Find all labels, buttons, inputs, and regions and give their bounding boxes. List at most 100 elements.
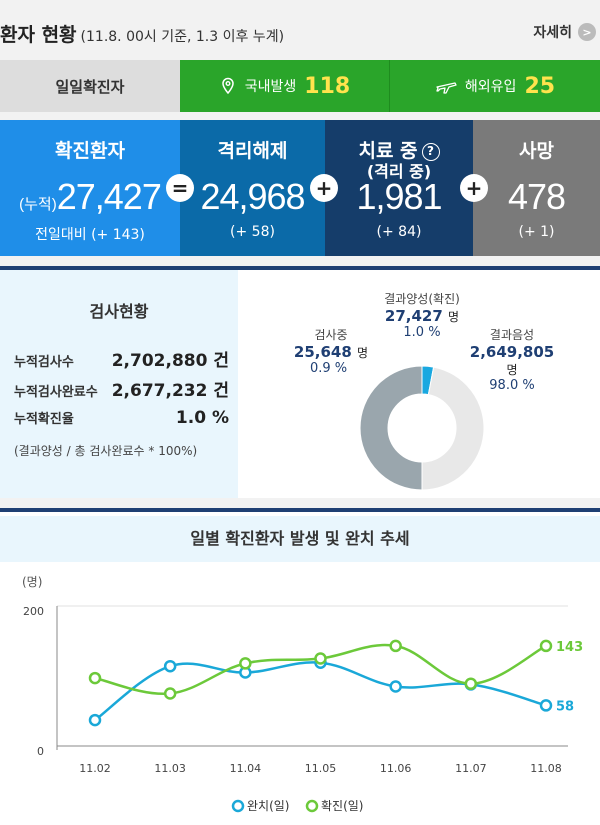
x-tick-label: 11.08: [530, 762, 562, 775]
treating-value: 1,981: [356, 176, 442, 217]
treating-subtitle: (격리 중): [366, 162, 432, 181]
in-testing-count: 25,648: [293, 343, 352, 361]
positive-label-group: 결과양성(확진) 27,427 명 1.0 %: [362, 290, 482, 340]
status-summary: 확진환자 (누적)27,427 전일대비 (+ 143) 격리해제 24,968…: [0, 120, 600, 256]
negative-unit: 명: [506, 363, 518, 377]
positive-pct: 1.0 %: [403, 325, 441, 340]
released-value: 24,968: [200, 176, 305, 217]
data-point: [314, 652, 327, 665]
positive-count: 27,427: [384, 307, 443, 325]
data-point: [389, 639, 402, 653]
equals-operator: =: [166, 174, 194, 202]
x-tick-label: 11.06: [380, 762, 412, 775]
in-testing-label: 검사중: [314, 328, 348, 342]
in-testing-pct: 0.9 %: [310, 361, 348, 376]
plus-operator-1: +: [310, 174, 338, 202]
page-subtitle: (11.8. 00시 기준, 1.3 이후 누계): [80, 29, 285, 45]
data-point: [464, 677, 478, 690]
data-point: [539, 639, 553, 653]
treating-title: 치료 중?: [325, 136, 473, 163]
released-change: (+ 58): [230, 224, 275, 240]
data-point: [88, 671, 102, 685]
deaths-title: 사망: [519, 140, 554, 162]
negative-label: 결과음성: [489, 328, 535, 342]
airplane-icon: [436, 82, 457, 94]
treating-title-text: 치료 중: [358, 140, 418, 162]
overseas-label: 해외유입: [464, 79, 517, 95]
completed-tests-value: 2,677,232 건: [111, 381, 229, 401]
confirmed-prefix: (누적): [19, 196, 57, 213]
negative-pct: 98.0 %: [489, 378, 535, 393]
deaths-change: (+ 1): [518, 224, 555, 240]
data-label: 143: [556, 640, 583, 655]
overseas-cell: 해외유입 25: [390, 60, 600, 112]
treating-change: (+ 84): [376, 224, 422, 240]
more-button[interactable]: 자세히 >: [533, 22, 596, 42]
total-tests-label: 누적검사수: [14, 355, 74, 370]
data-point: [163, 687, 177, 700]
help-icon[interactable]: ?: [421, 143, 440, 161]
chevron-right-icon: >: [578, 23, 596, 41]
donut-slice-negative: [421, 366, 485, 491]
positive-rate-label: 누적확진율: [14, 412, 74, 427]
x-tick-label: 11.05: [305, 762, 337, 775]
positive-unit: 명: [448, 310, 460, 324]
domestic-label: 국내발생: [244, 79, 297, 95]
confirmed-box: 확진환자 (누적)27,427 전일대비 (+ 143): [0, 120, 180, 256]
legend-label: 확진(일): [321, 799, 363, 813]
header: 환자 현황 (11.8. 00시 기준, 1.3 이후 누계) 자세히 >: [0, 0, 600, 60]
x-tick-label: 11.02: [79, 762, 111, 775]
x-tick-label: 11.04: [230, 762, 262, 775]
chart-title: 일별 확진환자 발생 및 완치 추세: [0, 516, 600, 562]
legend-marker: [231, 799, 245, 813]
x-tick-label: 11.07: [455, 762, 487, 775]
treating-box: 치료 중? (격리 중) 1,981 (+ 84): [325, 120, 473, 256]
total-tests-value: 2,702,880 건: [111, 351, 229, 371]
testing-title: 검사현황: [89, 302, 149, 321]
donut-slice-testing: [359, 365, 423, 491]
in-testing-unit: 명: [357, 346, 369, 360]
testing-row: 누적확진율 1.0 %: [14, 408, 229, 428]
confirmed-value: 27,427: [56, 176, 162, 217]
deaths-box: 사망 478 (+ 1): [473, 120, 600, 256]
confirmed-value-line: (누적)27,427: [0, 176, 180, 218]
location-pin-icon: [222, 77, 234, 95]
legend-label: 완치(일): [247, 799, 289, 813]
testing-panel: 검사현황 누적검사수 2,702,880 건 누적검사완료수 2,677,232…: [0, 266, 600, 498]
negative-count: 2,649,805: [469, 343, 555, 361]
data-point: [163, 659, 177, 673]
y-tick-label: 0: [37, 745, 44, 758]
y-tick-label: 200: [23, 605, 44, 618]
data-point: [88, 713, 102, 727]
legend-marker: [305, 799, 319, 813]
x-tick-label: 11.03: [154, 762, 186, 775]
data-label: 58: [556, 699, 574, 714]
overseas-value: 25: [524, 73, 556, 99]
data-point: [239, 657, 252, 670]
testing-summary: 검사현황 누적검사수 2,702,880 건 누적검사완료수 2,677,232…: [0, 270, 238, 498]
daily-label: 일일확진자: [0, 60, 180, 112]
series-line-0: [94, 661, 547, 722]
deaths-value: 478: [507, 176, 566, 217]
domestic-cell: 국내발생 118: [180, 60, 390, 112]
data-point: [389, 680, 402, 693]
released-box: 격리해제 24,968 (+ 58): [180, 120, 325, 256]
testing-row: 누적검사완료수 2,677,232 건: [14, 376, 229, 401]
negative-label-group: 결과음성 2,649,805 명 98.0 %: [462, 326, 562, 393]
daily-confirmed-row: 일일확진자 국내발생 118 해외유입 25: [0, 60, 600, 112]
domestic-value: 118: [304, 73, 351, 99]
trend-line-chart: (명) 200 0 11.02 11.03 11.04 11.05 11.06 11.07…: [22, 575, 583, 813]
in-testing-count-line: 25,648 명: [286, 343, 376, 361]
testing-label-group: 검사중 25,648 명 0.9 %: [286, 326, 376, 376]
trend-chart-section: 일별 확진환자 발생 및 완치 추세 (명) 200 0 11.02 11.03 1…: [0, 508, 600, 825]
completed-tests-label: 누적검사완료수: [14, 385, 98, 400]
positive-count-line: 27,427 명: [362, 307, 482, 325]
more-label: 자세히: [533, 25, 572, 41]
positive-rate-value: 1.0 %: [175, 408, 229, 428]
data-point: [539, 699, 553, 712]
y-axis-label: (명): [22, 575, 42, 589]
confirmed-title: 확진환자: [55, 140, 125, 162]
page-title: 환자 현황 (11.8. 00시 기준, 1.3 이후 누계): [0, 20, 284, 47]
test-result-donut: [359, 365, 485, 491]
plus-operator-2: +: [460, 174, 488, 202]
